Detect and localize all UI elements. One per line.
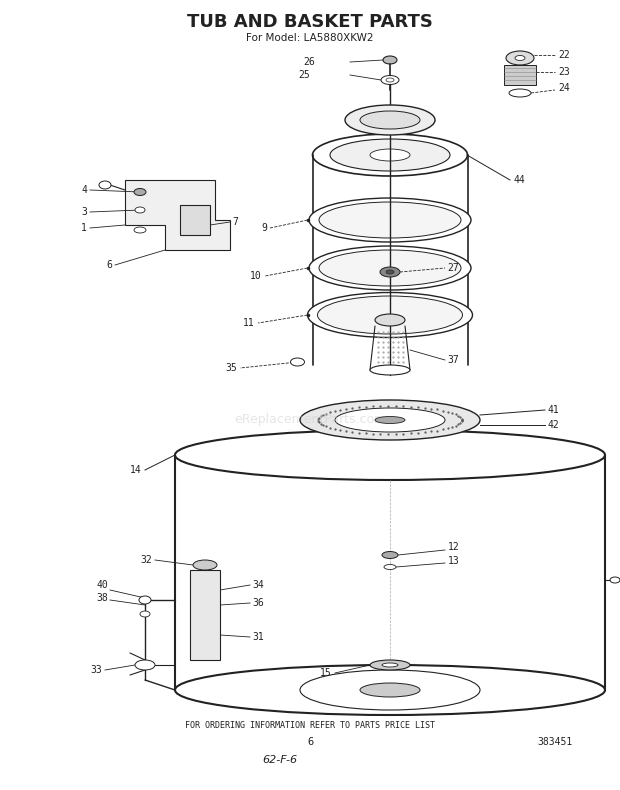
Text: FOR ORDERING INFORMATION REFER TO PARTS PRICE LIST: FOR ORDERING INFORMATION REFER TO PARTS …	[185, 720, 435, 729]
Text: eReplacementParts.com: eReplacementParts.com	[234, 413, 386, 427]
Text: 27: 27	[447, 263, 459, 273]
Text: 13: 13	[448, 556, 460, 566]
Text: 15: 15	[321, 668, 332, 678]
Ellipse shape	[375, 314, 405, 326]
Bar	[504, 65, 536, 85]
Text: 25: 25	[298, 70, 310, 80]
Text: 383451: 383451	[538, 737, 573, 747]
Ellipse shape	[382, 663, 398, 667]
Text: 33: 33	[91, 665, 102, 675]
Ellipse shape	[335, 408, 445, 432]
Ellipse shape	[360, 683, 420, 697]
Ellipse shape	[99, 181, 111, 189]
Text: 26: 26	[303, 57, 315, 67]
Ellipse shape	[610, 577, 620, 583]
Bar	[180, 205, 210, 235]
Ellipse shape	[193, 560, 217, 570]
Text: 7: 7	[232, 217, 238, 227]
Ellipse shape	[370, 365, 410, 375]
Text: TUB AND BASKET PARTS: TUB AND BASKET PARTS	[187, 13, 433, 31]
Ellipse shape	[345, 105, 435, 135]
Text: 38: 38	[96, 593, 108, 603]
Text: 37: 37	[447, 355, 459, 365]
Ellipse shape	[140, 611, 150, 617]
Ellipse shape	[175, 665, 605, 715]
Ellipse shape	[134, 189, 146, 195]
Text: 31: 31	[252, 632, 264, 642]
Ellipse shape	[386, 78, 394, 82]
Ellipse shape	[360, 111, 420, 129]
Ellipse shape	[309, 246, 471, 290]
Ellipse shape	[308, 292, 472, 337]
Ellipse shape	[383, 56, 397, 64]
Text: 11: 11	[243, 318, 255, 328]
Ellipse shape	[300, 400, 480, 440]
Text: 10: 10	[250, 271, 262, 281]
Text: 42: 42	[548, 420, 560, 430]
Ellipse shape	[370, 149, 410, 161]
Ellipse shape	[291, 358, 304, 366]
Ellipse shape	[330, 139, 450, 171]
Text: 6: 6	[106, 260, 112, 270]
Ellipse shape	[319, 250, 461, 286]
Text: 1: 1	[81, 223, 87, 233]
Text: 62-F-6: 62-F-6	[262, 755, 298, 765]
Text: 36: 36	[252, 598, 264, 608]
Ellipse shape	[309, 198, 471, 242]
Text: 34: 34	[252, 580, 264, 590]
Text: 23: 23	[558, 67, 570, 77]
Ellipse shape	[381, 76, 399, 85]
Ellipse shape	[175, 430, 605, 480]
Ellipse shape	[139, 596, 151, 604]
Text: 32: 32	[140, 555, 152, 565]
Text: 4: 4	[81, 185, 87, 195]
Bar	[190, 570, 220, 660]
Text: 40: 40	[96, 580, 108, 590]
Ellipse shape	[135, 660, 155, 670]
Text: 14: 14	[130, 465, 142, 475]
Ellipse shape	[319, 202, 461, 238]
Polygon shape	[125, 180, 230, 250]
Text: 3: 3	[81, 207, 87, 217]
Text: 6: 6	[307, 737, 313, 747]
Text: 24: 24	[558, 83, 570, 93]
Ellipse shape	[515, 55, 525, 61]
Ellipse shape	[506, 51, 534, 65]
Text: 12: 12	[448, 542, 460, 552]
Ellipse shape	[509, 89, 531, 97]
Text: 41: 41	[548, 405, 560, 415]
Text: For Model: LA5880XKW2: For Model: LA5880XKW2	[246, 33, 374, 43]
Ellipse shape	[370, 660, 410, 670]
Ellipse shape	[317, 296, 463, 334]
Ellipse shape	[375, 416, 405, 423]
Ellipse shape	[300, 670, 480, 710]
Ellipse shape	[134, 227, 146, 233]
Text: 9: 9	[261, 223, 267, 233]
Ellipse shape	[384, 565, 396, 570]
Ellipse shape	[382, 551, 398, 559]
Text: 35: 35	[225, 363, 237, 373]
Ellipse shape	[312, 134, 467, 176]
Ellipse shape	[386, 270, 394, 274]
Ellipse shape	[380, 267, 400, 277]
Ellipse shape	[135, 207, 145, 213]
Text: 44: 44	[513, 175, 525, 185]
Text: 22: 22	[558, 50, 570, 60]
